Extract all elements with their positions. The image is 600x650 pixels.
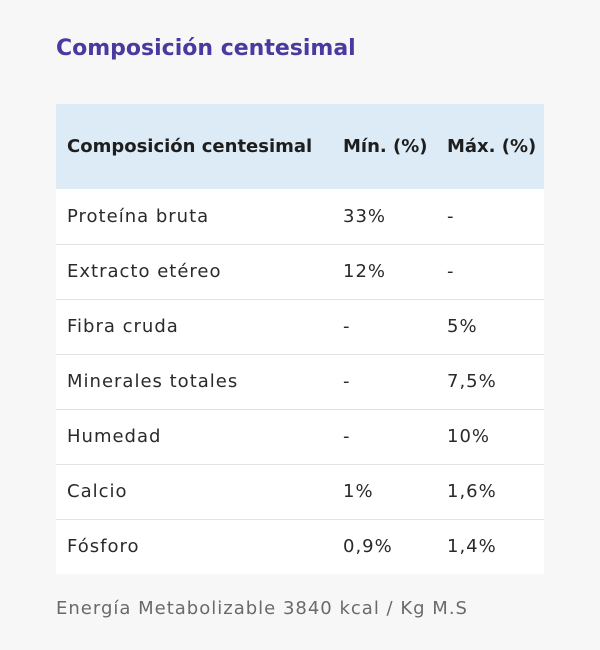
cell-min: 1% <box>332 463 436 519</box>
section-title: Composición centesimal <box>56 36 356 61</box>
cell-min: - <box>332 408 436 464</box>
cell-min: - <box>332 353 436 409</box>
composition-table: Composición centesimal Mín. (%) Máx. (%)… <box>56 104 544 574</box>
table-row: Calcio 1% 1,6% <box>56 463 544 519</box>
cell-component: Proteína bruta <box>56 189 332 244</box>
table-row: Humedad - 10% <box>56 408 544 464</box>
cell-component: Extracto etéreo <box>56 243 332 299</box>
cell-max: 1,4% <box>436 518 544 574</box>
cell-max: - <box>436 189 544 244</box>
table-row: Fibra cruda - 5% <box>56 298 544 354</box>
cell-component: Humedad <box>56 408 332 464</box>
cell-max: 7,5% <box>436 353 544 409</box>
table-row: Proteína bruta 33% - <box>56 189 544 244</box>
cell-component: Calcio <box>56 463 332 519</box>
cell-component: Minerales totales <box>56 353 332 409</box>
cell-component: Fibra cruda <box>56 298 332 354</box>
table-body: Proteína bruta 33% - Extracto etéreo 12%… <box>56 189 544 574</box>
energy-note: Energía Metabolizable 3840 kcal / Kg M.S <box>56 598 468 619</box>
cell-min: - <box>332 298 436 354</box>
header-row: Composición centesimal Mín. (%) Máx. (%) <box>56 104 544 189</box>
table-row: Extracto etéreo 12% - <box>56 243 544 299</box>
header-min: Mín. (%) <box>332 104 436 189</box>
header-max: Máx. (%) <box>436 104 544 189</box>
table-row: Fósforo 0,9% 1,4% <box>56 518 544 574</box>
table-header: Composición centesimal Mín. (%) Máx. (%) <box>56 104 544 189</box>
cell-max: 1,6% <box>436 463 544 519</box>
cell-max: 5% <box>436 298 544 354</box>
cell-min: 0,9% <box>332 518 436 574</box>
table-row: Minerales totales - 7,5% <box>56 353 544 409</box>
cell-min: 33% <box>332 189 436 244</box>
header-composition: Composición centesimal <box>56 104 332 189</box>
cell-max: 10% <box>436 408 544 464</box>
cell-max: - <box>436 243 544 299</box>
cell-component: Fósforo <box>56 518 332 574</box>
cell-min: 12% <box>332 243 436 299</box>
